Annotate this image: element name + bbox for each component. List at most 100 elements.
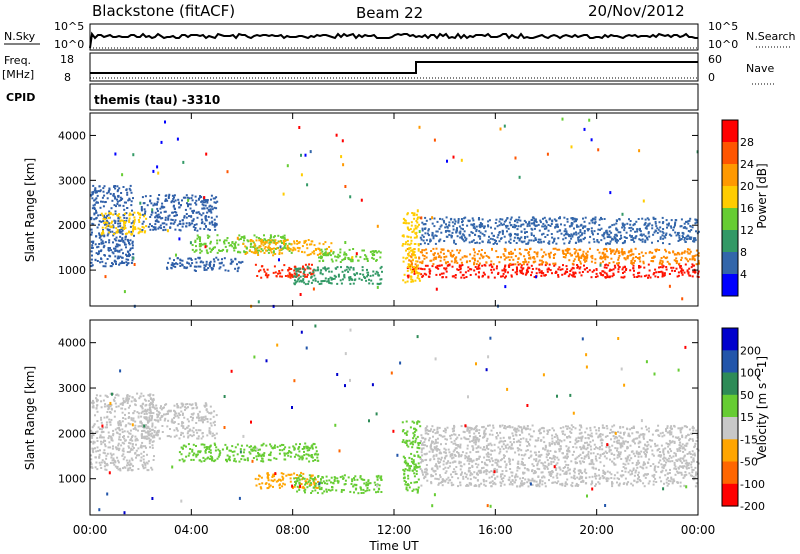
- velocity-band-0-cell: [143, 435, 146, 438]
- velocity-band-4-cell: [353, 478, 356, 481]
- velocity-band-0-cell: [123, 430, 126, 433]
- power-band-0-cell: [130, 222, 133, 225]
- velocity-band-2-cell: [316, 456, 319, 459]
- velocity-band-5-cell: [417, 454, 420, 457]
- power-band-11-cell: [616, 220, 618, 222]
- power-band-10-cell: [590, 260, 593, 263]
- velocity-band-0-cell: [116, 456, 119, 459]
- power-band-11-cell: [670, 225, 672, 228]
- velocity-band-3-cell: [303, 487, 306, 490]
- velocity-band-4-cell: [317, 475, 320, 478]
- velocity-band-0-cell: [131, 443, 134, 446]
- velocity-band-0-cell: [153, 436, 156, 439]
- power-band-6-cell: [197, 256, 200, 259]
- power-band-2-cell: [171, 219, 174, 221]
- power-band-4-cell: [301, 245, 304, 248]
- power-band-0-cell: [114, 255, 117, 258]
- power-band-0-cell: [90, 258, 93, 261]
- velocity-band-2-cell: [250, 448, 253, 451]
- power-band-12-cell: [416, 276, 419, 279]
- power-band-9-cell: [663, 274, 666, 277]
- velocity-band-0-cell: [99, 449, 101, 452]
- power-band-10-cell: [623, 252, 626, 255]
- power-band-9-cell: [661, 275, 664, 278]
- power-band-11-cell: [554, 226, 557, 228]
- power-band-0-cell: [98, 185, 101, 188]
- power-band-0-cell: [108, 210, 111, 213]
- velocity-band-2-cell: [252, 457, 255, 459]
- power-band-10-cell: [536, 255, 539, 258]
- velocity-band-0-cell: [91, 431, 94, 434]
- power-band-11-cell: [461, 221, 463, 224]
- velocity-band-0-cell: [137, 447, 140, 450]
- power-band-11-cell: [481, 218, 484, 221]
- power-band-0-cell: [101, 196, 104, 199]
- power-band-10-cell: [678, 262, 681, 265]
- power-band-0-cell: [115, 263, 117, 265]
- power-band-10-cell: [674, 260, 677, 262]
- power-band-11-cell: [570, 224, 573, 227]
- power-band-11-cell: [573, 227, 575, 230]
- velocity-band-0-cell: [143, 398, 146, 401]
- velocity-band-1-cell: [182, 425, 185, 428]
- velocity-band-2-cell: [233, 459, 236, 462]
- power-band-2-cell: [183, 216, 186, 219]
- velocity-band-0-cell: [114, 461, 117, 464]
- power-band-4-cell: [262, 241, 265, 244]
- power-band-9-cell: [632, 264, 635, 267]
- velocity-band-6-cell: [460, 437, 463, 440]
- power-band-7-cell: [294, 279, 296, 282]
- velocity-band-0-cell: [148, 442, 151, 445]
- power-band-10-cell: [463, 255, 466, 258]
- power-band-3-cell: [219, 250, 222, 252]
- power-band-9-cell: [504, 276, 506, 279]
- power-band-4-cell: [244, 245, 247, 248]
- power-band-1-cell: [132, 228, 135, 231]
- power-band-5-cell: [262, 268, 265, 271]
- power-band-1-cell: [112, 233, 115, 235]
- power-band-9-cell: [503, 269, 506, 272]
- power-band-11-cell: [663, 235, 666, 238]
- power-band-11-cell: [442, 219, 445, 222]
- power-band-10-cell: [602, 248, 605, 251]
- power-noise-point: [152, 169, 155, 173]
- power-band-10-cell: [552, 247, 555, 250]
- power-band-3-cell: [216, 242, 219, 245]
- power-band-2-cell: [185, 222, 188, 225]
- power-band-11-cell: [655, 225, 658, 228]
- velocity-band-2-cell: [258, 453, 261, 456]
- velocity-band-4-cell: [368, 489, 371, 492]
- velocity-band-3-cell: [316, 487, 319, 489]
- power-band-4-cell: [278, 240, 281, 243]
- power-band-7-cell: [307, 267, 310, 270]
- velocity-band-1-cell: [149, 406, 152, 409]
- power-band-12-cell: [411, 258, 414, 261]
- velocity-band-4-cell: [314, 485, 317, 487]
- power-band-10-cell: [505, 256, 508, 259]
- power-band-11-cell: [487, 241, 489, 244]
- power-band-4-cell: [283, 243, 285, 246]
- power-band-11-cell: [451, 221, 454, 224]
- power-band-10-cell: [514, 263, 517, 266]
- velocity-band-0-cell: [107, 437, 110, 440]
- velocity-band-0-cell: [118, 447, 121, 450]
- power-band-0-cell: [125, 261, 128, 264]
- power-band-0-cell: [92, 191, 95, 193]
- power-band-10-cell: [529, 256, 532, 259]
- power-band-6-cell: [176, 257, 179, 260]
- power-band-11-cell: [661, 216, 664, 219]
- power-band-10-cell: [488, 256, 491, 259]
- power-band-6-cell: [195, 265, 198, 268]
- velocity-band-0-cell: [117, 449, 120, 452]
- power-band-5-cell: [288, 266, 291, 269]
- velocity-band-5-cell: [408, 486, 411, 489]
- power-band-10-cell: [500, 256, 502, 259]
- velocity-band-2-cell: [211, 459, 214, 462]
- power-band-12-cell: [404, 281, 407, 284]
- power-band-0-cell: [131, 247, 134, 250]
- velocity-band-4-cell: [309, 477, 312, 479]
- power-band-9-cell: [425, 273, 428, 276]
- power-band-9-cell: [687, 272, 690, 275]
- power-band-11-cell: [593, 230, 596, 233]
- cpid-value: themis (tau) -3310: [94, 93, 220, 107]
